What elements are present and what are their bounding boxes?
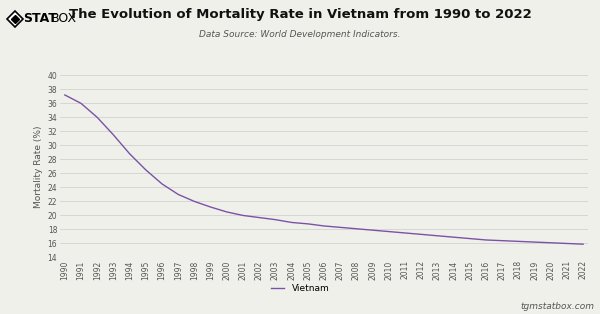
Text: STAT: STAT: [23, 12, 57, 25]
Text: Data Source: World Development Indicators.: Data Source: World Development Indicator…: [199, 30, 401, 39]
Text: tgmstatbox.com: tgmstatbox.com: [520, 302, 594, 311]
Text: The Evolution of Mortality Rate in Vietnam from 1990 to 2022: The Evolution of Mortality Rate in Vietn…: [68, 8, 532, 21]
Text: BOX: BOX: [50, 12, 77, 25]
Y-axis label: Mortality Rate (%): Mortality Rate (%): [34, 125, 43, 208]
Legend: Vietnam: Vietnam: [267, 281, 333, 297]
